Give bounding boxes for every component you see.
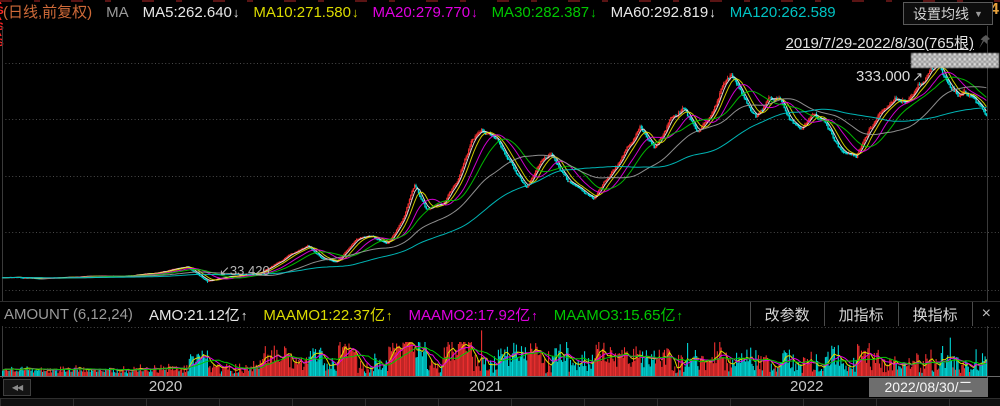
down-arrow-icon: ↓ [232, 5, 240, 20]
low-price-text: 33.420 [229, 263, 270, 278]
down-arrow-icon: ↓ [351, 5, 359, 20]
switch-indicator-button[interactable]: 换指标 [897, 302, 972, 326]
panel-borders [0, 26, 1000, 397]
marker-triangle-icon: ▲ [0, 0, 7, 6]
date-range-label[interactable]: 2019/7/29-2022/8/30(765根) [786, 32, 974, 53]
ma30-value: MA30:282.387↓ [492, 3, 597, 23]
indicator-header: (日线,前复权) MA MA5:262.640↓ MA10:271.580↓ M… [3, 3, 837, 23]
bottom-scrollbar[interactable] [0, 398, 1000, 406]
settings-ma-label: 设置均线 [913, 5, 970, 22]
marker-letter: S [0, 22, 7, 33]
down-arrow-icon: ↓ [709, 5, 716, 20]
price-ma-lines [2, 64, 987, 282]
pushpin-icon[interactable] [977, 34, 991, 50]
marker-triangle-icon: ▲ [0, 32, 7, 38]
ma20-label: MA20:279.770 [372, 4, 471, 21]
dividend-event-marker[interactable]: ▲S [0, 32, 7, 49]
maamo1-value: MAAMO1:22.37亿↑ [263, 304, 392, 325]
ma20-value: MA20:279.770↓ [372, 3, 477, 23]
volume-ma-lines [2, 342, 987, 372]
maamo2-label: MAAMO2:17.92亿 [408, 306, 531, 324]
year-label-2021: 2021 [468, 378, 503, 395]
window-top-edge [0, 0, 1000, 2]
maamo3-value: MAAMO3:15.65亿↑ [554, 304, 683, 325]
arrow-up-right-icon: ↗ [912, 69, 924, 84]
amount-indicator-bar: AMOUNT (6,12,24) AMO:21.12亿↑ MAAMO1:22.3… [0, 301, 1000, 326]
price-axis-partial-label: 4 [990, 1, 999, 18]
year-label-2022: 2022 [790, 378, 824, 395]
amo-value: AMO:21.12亿↑ [149, 304, 247, 325]
scroll-left-button[interactable]: ◀◀ [3, 379, 31, 396]
ma120-value: MA120:262.589 [730, 3, 837, 23]
year-label-2020: 2020 [148, 378, 183, 395]
marker-letter: S [0, 38, 7, 49]
dividend-event-marker[interactable]: ▲S [0, 16, 7, 33]
maamo3-label: MAAMO3:15.65亿 [553, 306, 676, 324]
redacted-text-overlay [911, 53, 999, 68]
ma120-label: MA120:262.589 [729, 4, 836, 21]
marker-triangle-icon: ▲ [0, 16, 7, 22]
ma30-label: MA30:282.387 [491, 4, 590, 21]
maamo2-value: MAAMO2:17.92亿↑ [409, 304, 538, 325]
current-date-box: 2022/08/30/二 [869, 378, 988, 397]
chevron-down-icon: ▼ [974, 8, 983, 19]
down-arrow-icon: ↓ [590, 5, 597, 20]
ma60-value: MA60:292.819↓ [611, 3, 716, 23]
ma5-label: MA5:262.640 [142, 4, 232, 21]
up-arrow-icon: ↑ [676, 307, 683, 323]
high-price-annotation: 333.000 ↗ [856, 68, 923, 85]
period-label: (日线,前复权) [3, 4, 93, 21]
ma-prefix-label: MA [106, 4, 129, 21]
low-price-annotation: ↙33.420 [219, 263, 270, 279]
date-range-text: 2019/7/29-2022/8/30(765根) [785, 35, 974, 52]
marker-letter: S [0, 6, 7, 17]
close-indicator-button[interactable]: × [971, 302, 1000, 326]
amount-title: AMOUNT (6,12,24) [4, 305, 133, 323]
time-axis-bar: ◀◀ 2020 2021 2022 2022/08/30/二 [0, 378, 1000, 398]
up-arrow-icon: ↑ [386, 307, 393, 323]
ma60-label: MA60:292.819 [610, 4, 709, 21]
up-arrow-icon: ↑ [240, 307, 248, 323]
settings-ma-button[interactable]: 设置均线 ▼ [903, 2, 993, 25]
amo-label: AMO:21.12亿 [148, 306, 240, 324]
add-indicator-button[interactable]: 加指标 [823, 302, 898, 326]
up-arrow-icon: ↑ [531, 307, 538, 323]
ma5-value: MA5:262.640↓ [143, 3, 240, 23]
down-arrow-icon: ↓ [471, 5, 478, 20]
ma10-label: MA10:271.580 [253, 4, 351, 21]
dividend-event-marker[interactable]: ▲S [0, 0, 7, 17]
gridlines [2, 63, 999, 328]
change-params-button[interactable]: 改参数 [749, 302, 824, 326]
indicator-buttons: 改参数 加指标 换指标 × [749, 302, 1000, 326]
high-price-text: 333.000 [856, 68, 911, 85]
ma10-value: MA10:271.580↓ [253, 3, 358, 23]
event-markers-layer: ▲S▲S▲S [0, 0, 14, 49]
maamo1-label: MAAMO1:22.37亿 [263, 306, 386, 324]
arrow-down-left-icon: ↙ [219, 263, 230, 278]
